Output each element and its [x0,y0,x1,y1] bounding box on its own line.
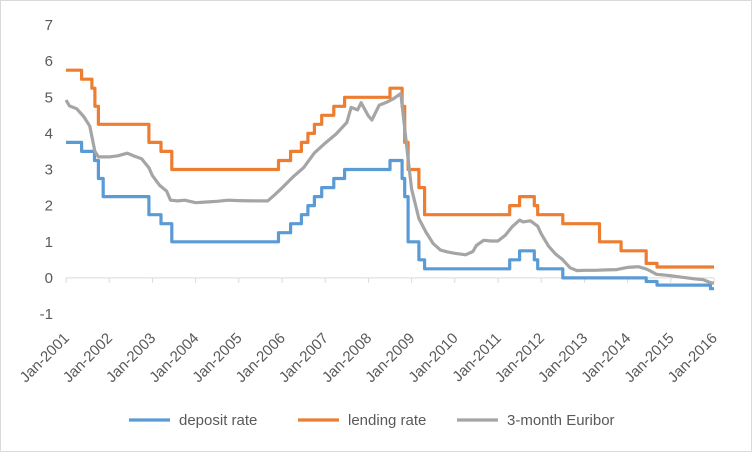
y-tick-label: 4 [45,125,53,142]
legend-label: lending rate [348,412,426,429]
y-tick-label: 2 [45,198,53,215]
legend-label: deposit rate [179,412,257,429]
y-tick-label: 7 [45,17,53,34]
series-line-lending-rate [66,68,714,269]
series-line-deposit-rate [66,140,714,291]
y-tick-label: 5 [45,89,53,106]
axes: -101234567Jan-2001Jan-2002Jan-2003Jan-20… [17,17,721,386]
y-tick-label: 1 [45,234,53,251]
legend: deposit rate lending rate 3-month Euribor [129,412,615,429]
y-tick-label: 0 [45,270,53,287]
series-lines [64,68,715,291]
y-tick-label: 3 [45,162,53,179]
y-tick-label: 6 [45,53,53,70]
series-line-3-month-euribor [64,92,715,285]
legend-label: 3-month Euribor [507,412,615,429]
y-tick-label: -1 [40,306,53,323]
